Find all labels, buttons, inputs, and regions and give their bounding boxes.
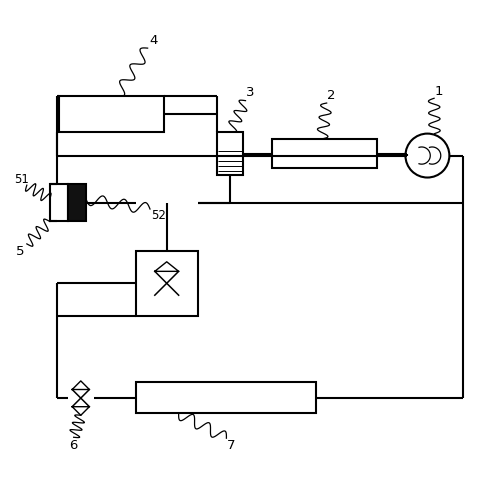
Text: 2: 2 [327,89,336,102]
Bar [136,251,198,315]
Bar [50,184,68,221]
Bar [272,139,377,169]
Bar [136,383,316,413]
Text: 5: 5 [16,244,25,257]
Text: 51: 51 [14,173,28,186]
Text: 4: 4 [150,33,158,46]
Text: 52: 52 [151,209,166,222]
Bar [217,132,243,175]
Bar [59,96,164,132]
Text: 7: 7 [227,440,235,453]
Text: 1: 1 [435,85,443,98]
Text: 3: 3 [246,86,254,99]
Circle shape [406,134,449,178]
Bar [68,184,86,221]
Text: 6: 6 [69,440,78,453]
